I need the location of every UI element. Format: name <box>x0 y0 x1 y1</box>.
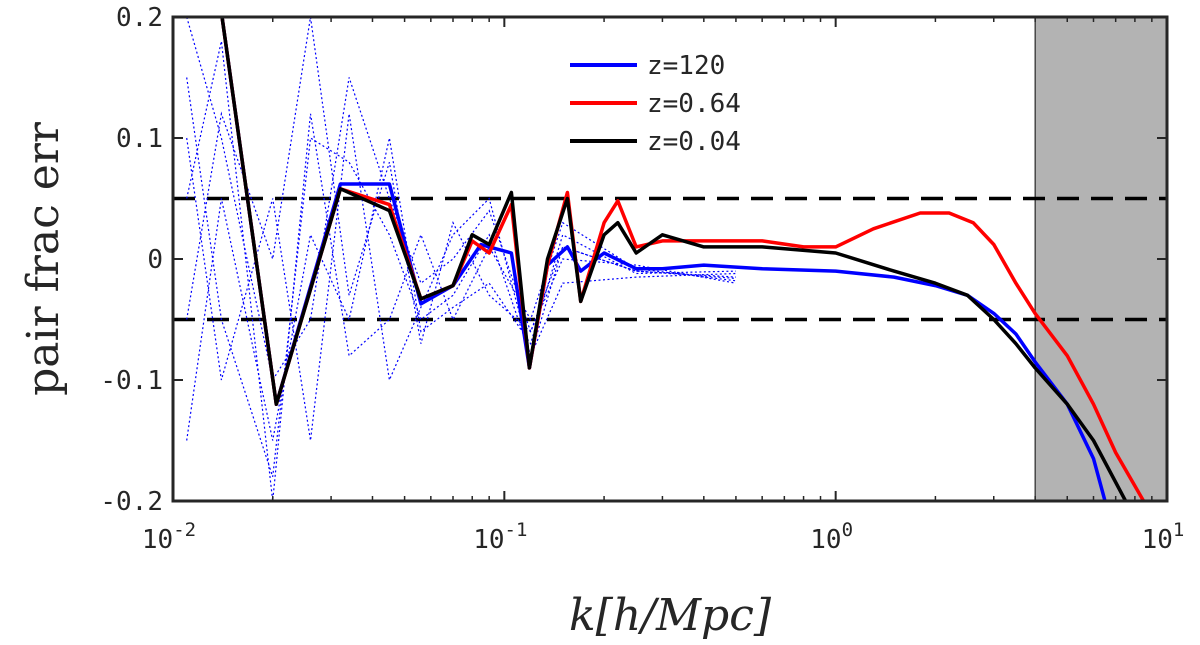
x-tick-label: 10-2 <box>142 519 196 555</box>
legend-label: z=120 <box>647 51 725 81</box>
y-tick-label: 0.1 <box>116 124 163 154</box>
series-line-z=120 <box>220 17 1107 501</box>
x-tick-label: 10-1 <box>473 519 527 555</box>
y-tick-label: -0.2 <box>100 487 163 517</box>
series-line-z=0.04 <box>220 17 1128 501</box>
legend-label: z=0.64 <box>647 89 741 119</box>
realization-line-3 <box>186 41 736 501</box>
realization-line-1 <box>186 17 737 382</box>
x-tick-label: 101 <box>1142 519 1185 555</box>
y-axis-label: pair frac err <box>18 121 69 396</box>
realization-line-5 <box>186 17 736 344</box>
realization-line-0 <box>186 77 736 477</box>
y-tick-label: 0 <box>147 245 163 275</box>
y-tick-label: 0.2 <box>116 3 163 33</box>
x-axis-label: k[h/Mpc] <box>569 590 772 641</box>
legend-label: z=0.04 <box>647 127 741 157</box>
shaded-region <box>1035 17 1167 501</box>
realization-line-2 <box>186 137 736 441</box>
y-tick-label: -0.1 <box>100 366 163 396</box>
realization-line-4 <box>186 113 736 441</box>
x-tick-label: 100 <box>810 519 853 555</box>
